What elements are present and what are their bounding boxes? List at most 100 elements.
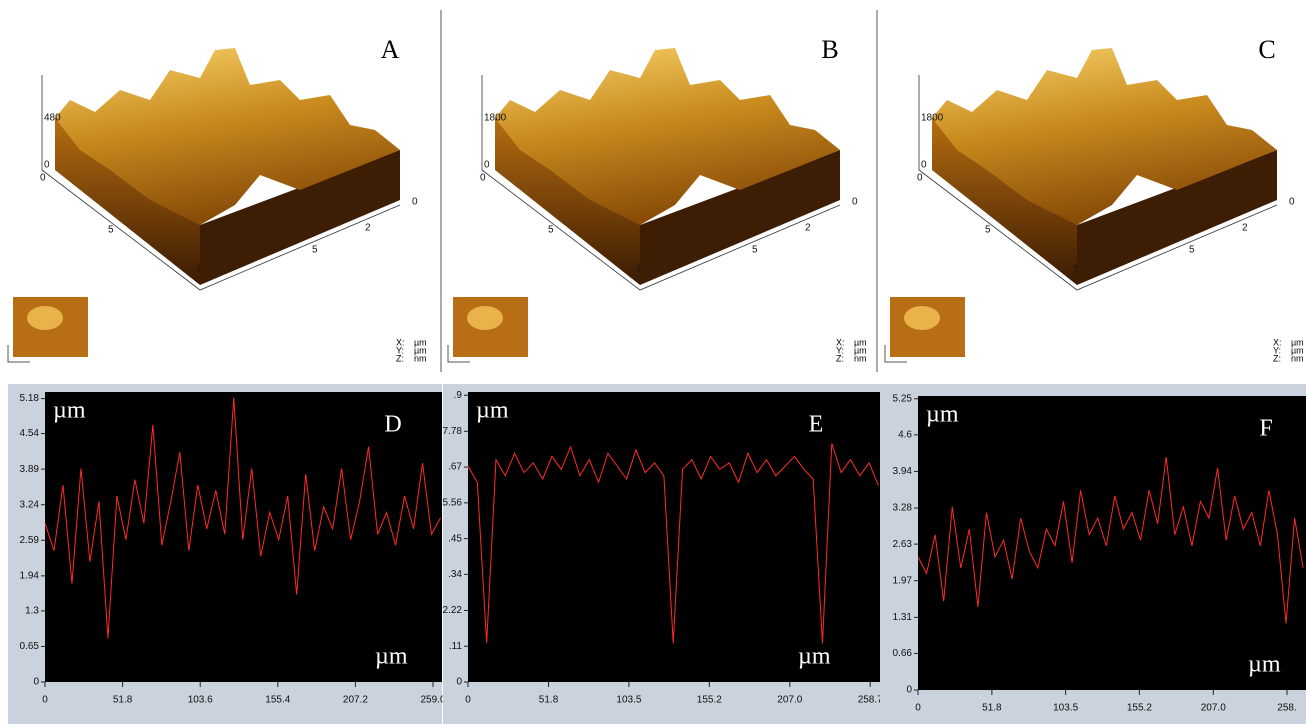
surface-side bbox=[495, 118, 640, 285]
y-tick: 5 bbox=[312, 245, 318, 256]
axis-name: X: bbox=[396, 337, 405, 347]
profile-line bbox=[917, 456, 1304, 624]
y-unit: µm bbox=[926, 402, 959, 428]
axis bbox=[41, 75, 401, 291]
x-tick-label: 155.2 bbox=[697, 695, 722, 706]
y-tick-label: 4.54 bbox=[20, 428, 40, 439]
x-unit: µm bbox=[798, 644, 831, 670]
surface-side bbox=[55, 118, 200, 285]
y-tick-label: 1.94 bbox=[20, 570, 40, 581]
x-tick: 7 bbox=[636, 265, 642, 276]
panel-label: D bbox=[384, 412, 401, 438]
x-tick-label: 258.7 bbox=[858, 695, 883, 706]
x-tick: 0 bbox=[917, 173, 923, 184]
surface-side bbox=[640, 150, 840, 285]
x-tick-label: 207.2 bbox=[343, 695, 368, 706]
axis-unit: µm bbox=[1291, 337, 1304, 347]
axis-name: Y: bbox=[1273, 345, 1281, 355]
axis-name: X: bbox=[1273, 337, 1282, 347]
x-tick-label: 103.6 bbox=[188, 695, 213, 706]
y-tick-label: 0 bbox=[33, 677, 39, 688]
axis-name: Z: bbox=[1273, 353, 1281, 363]
x-tick-label: 0 bbox=[915, 703, 921, 714]
y-tick-label: 5.18 bbox=[20, 393, 40, 404]
x-tick: 5 bbox=[548, 225, 554, 236]
axis-name: X: bbox=[836, 337, 845, 347]
x-tick-label: 207.0 bbox=[777, 695, 802, 706]
y-tick-label: 5.25 bbox=[893, 393, 913, 404]
y-tick-label: 2.63 bbox=[893, 539, 913, 550]
x-tick: 7 bbox=[196, 265, 202, 276]
y-tick: 0 bbox=[852, 197, 858, 208]
x-tick-label: 51.8 bbox=[539, 695, 559, 706]
z-tick: 0 bbox=[921, 160, 927, 171]
axis-unit: nm bbox=[1291, 353, 1304, 363]
panel-label: F bbox=[1259, 416, 1272, 442]
y-tick: 2 bbox=[805, 223, 811, 234]
x-tick: 7 bbox=[1073, 265, 1079, 276]
profile-line bbox=[44, 397, 441, 639]
y-tick-label: .34 bbox=[448, 569, 462, 580]
y-unit: µm bbox=[476, 398, 509, 424]
surface-top bbox=[932, 48, 1277, 225]
x-tick: 0 bbox=[480, 173, 486, 184]
x-tick-label: 103.5 bbox=[1053, 703, 1078, 714]
z-tick: 480 bbox=[44, 113, 61, 124]
surface-side bbox=[932, 118, 1077, 285]
y-tick-label: .9 bbox=[454, 390, 463, 401]
y-tick-label: 3.89 bbox=[20, 464, 40, 475]
axis-unit: nm bbox=[414, 353, 427, 363]
axis-name: Z: bbox=[396, 353, 404, 363]
z-tick: 1800 bbox=[921, 113, 944, 124]
corner-axis bbox=[884, 345, 907, 363]
panel-label: C bbox=[1258, 35, 1275, 64]
surface-top bbox=[495, 48, 840, 225]
y-tick: 0 bbox=[1289, 197, 1295, 208]
panel-label: E bbox=[809, 412, 824, 438]
y-tick-label: 1.31 bbox=[893, 612, 913, 623]
axis-unit: µm bbox=[1291, 345, 1304, 355]
x-tick: 5 bbox=[985, 225, 991, 236]
corner-axis bbox=[7, 345, 30, 363]
axis bbox=[918, 75, 1278, 291]
thumbnail-spot bbox=[467, 306, 503, 330]
axis-unit: nm bbox=[854, 353, 867, 363]
y-tick-label: 5.56 bbox=[443, 497, 463, 508]
y-tick-label: 0.66 bbox=[893, 648, 913, 659]
y-tick-label: .45 bbox=[448, 533, 462, 544]
x-tick-label: 51.8 bbox=[982, 703, 1002, 714]
y-tick-label: 0.65 bbox=[20, 641, 40, 652]
y-tick-label: 2.59 bbox=[20, 535, 40, 546]
z-tick: 0 bbox=[44, 160, 50, 171]
y-tick: 5 bbox=[1189, 245, 1195, 256]
z-tick: 0 bbox=[484, 160, 490, 171]
plot-area bbox=[918, 396, 1306, 690]
thumbnail-spot bbox=[904, 306, 940, 330]
axis-unit: µm bbox=[854, 337, 867, 347]
x-unit: µm bbox=[375, 644, 408, 670]
x-tick-label: 258. bbox=[1277, 703, 1296, 714]
profile-line bbox=[467, 443, 879, 644]
axis-name: Y: bbox=[396, 345, 404, 355]
y-tick: 5 bbox=[752, 245, 758, 256]
surface-side bbox=[1077, 150, 1277, 285]
corner-axis bbox=[447, 345, 470, 363]
y-tick: 2 bbox=[1242, 223, 1248, 234]
x-tick-label: 155.2 bbox=[1127, 703, 1152, 714]
axis-unit: µm bbox=[854, 345, 867, 355]
y-tick-label: 0 bbox=[906, 685, 912, 696]
x-tick: 5 bbox=[108, 225, 114, 236]
y-tick-label: .11 bbox=[449, 641, 463, 652]
x-tick-label: 0 bbox=[465, 695, 471, 706]
y-tick-label: 3.28 bbox=[893, 503, 913, 514]
y-tick-label: 3.24 bbox=[20, 499, 40, 510]
surface-top bbox=[55, 48, 400, 225]
thumbnail-spot bbox=[27, 306, 63, 330]
y-tick-label: 4.6 bbox=[898, 429, 912, 440]
x-tick: 0 bbox=[40, 173, 46, 184]
y-tick-label: 1.97 bbox=[893, 575, 913, 586]
x-tick-label: 0 bbox=[42, 695, 48, 706]
x-tick-label: 103.5 bbox=[616, 695, 641, 706]
